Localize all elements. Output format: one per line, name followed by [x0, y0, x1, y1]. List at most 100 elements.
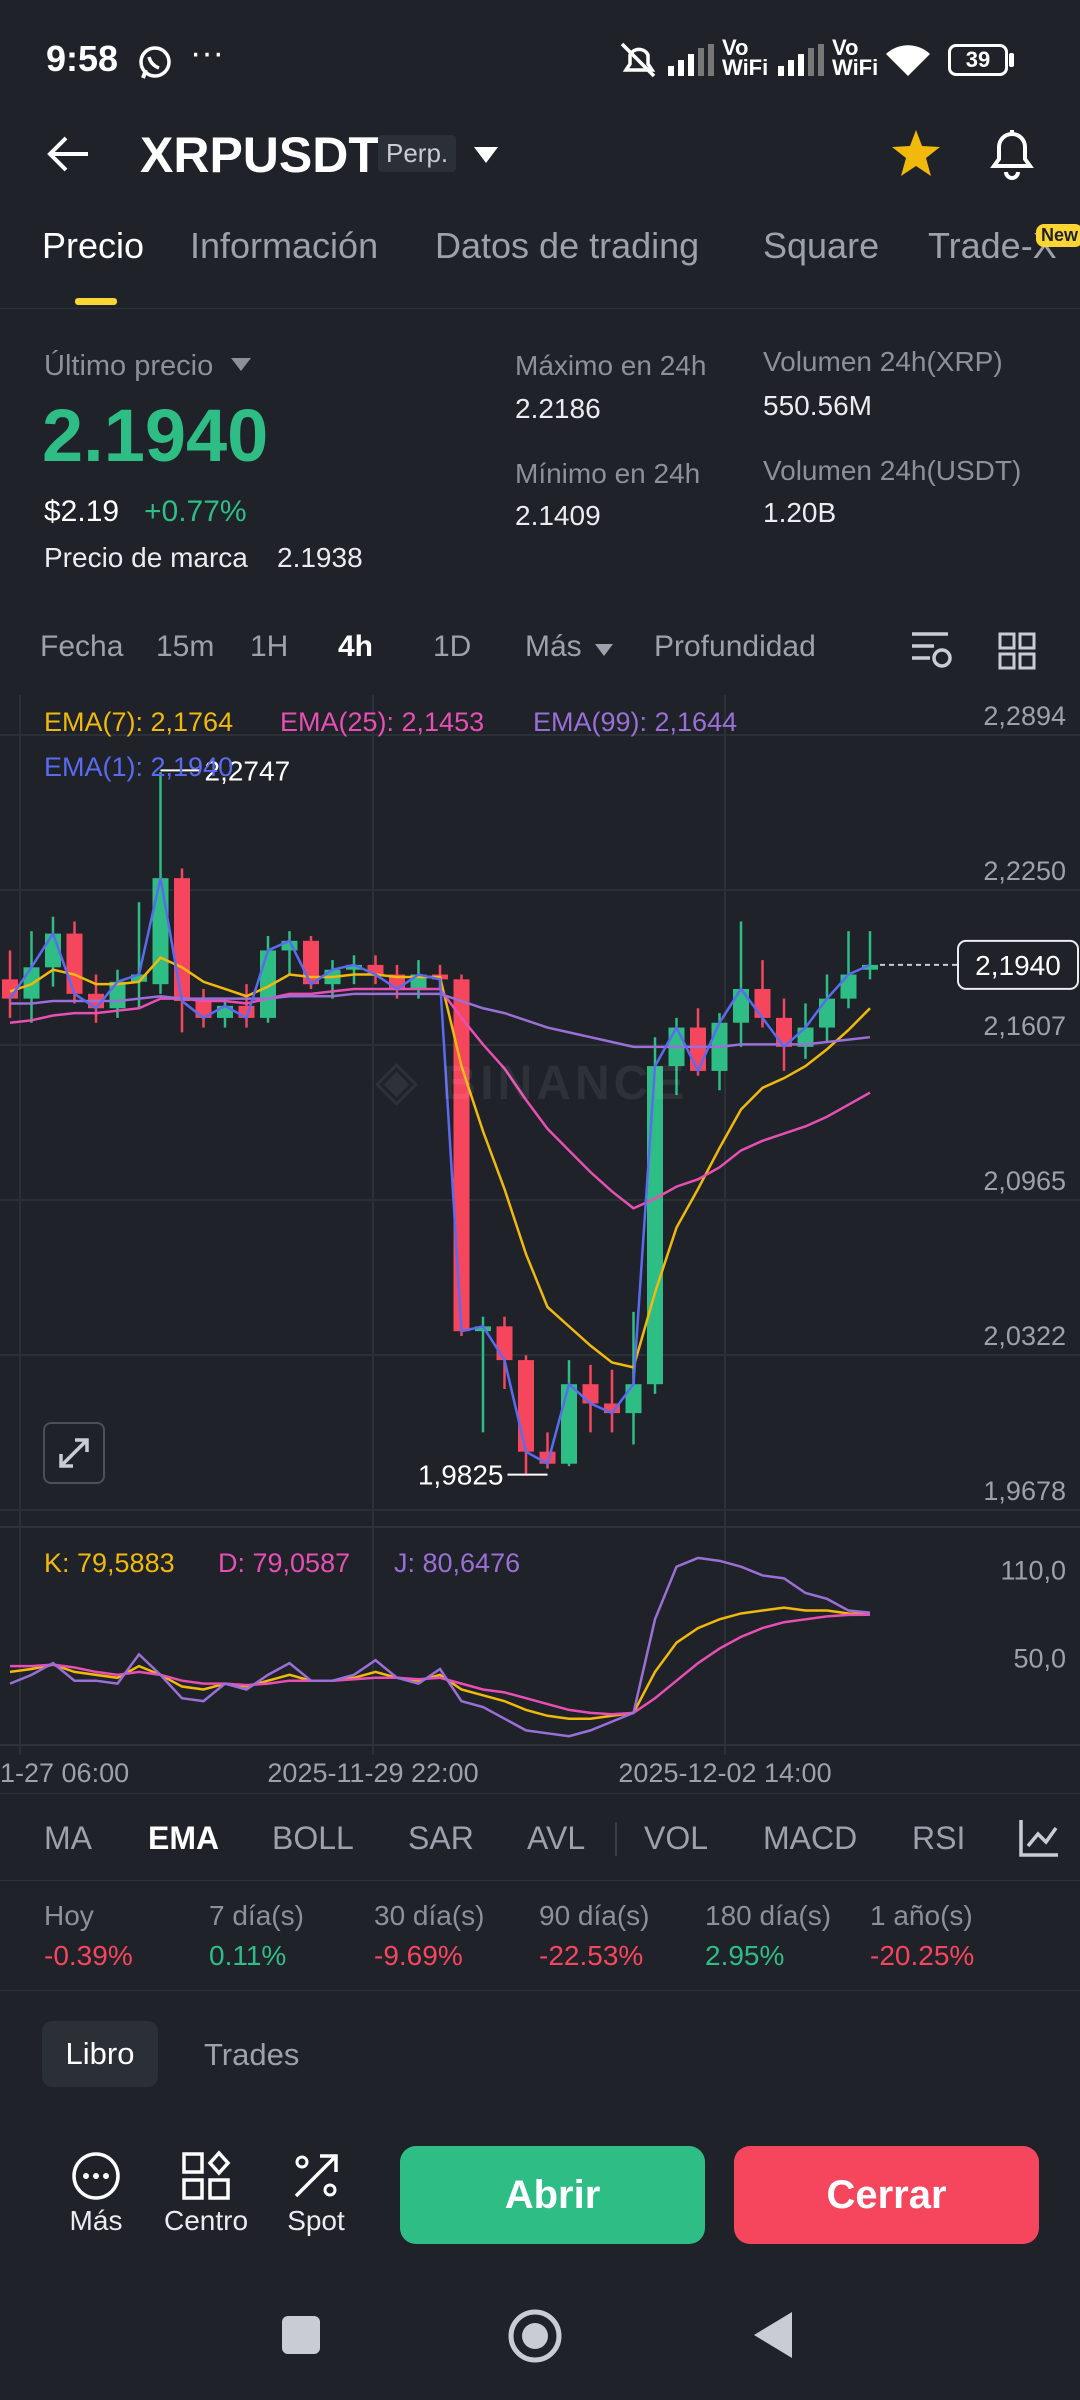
interval-more-chevron-icon[interactable] — [594, 643, 614, 657]
indicator-avl[interactable]: AVL — [527, 1820, 586, 1856]
kdj-line — [9, 1556, 871, 1738]
bell-icon[interactable] — [986, 126, 1038, 182]
candle-body — [109, 981, 126, 1009]
candle-body — [152, 878, 169, 985]
y-tick-label: 2,1607 — [983, 1011, 1066, 1041]
tab-datos-trading[interactable]: Datos de trading — [435, 225, 700, 266]
indicator-boll[interactable]: BOLL — [272, 1820, 354, 1856]
x-tick-label: 1-27 06:00 — [0, 1758, 129, 1788]
candle-body — [582, 1384, 599, 1404]
indicator-vol[interactable]: VOL — [644, 1820, 709, 1856]
last-price-label[interactable]: Último precio — [44, 350, 214, 382]
high-24h-value: 2.2186 — [515, 393, 601, 424]
indicator-rsi[interactable]: RSI — [912, 1820, 966, 1856]
last-price-value: 2.1940 — [42, 394, 269, 477]
mute-bell-icon — [620, 42, 656, 78]
perf-label-today: Hoy — [44, 1900, 94, 1931]
depth-tab[interactable]: Profundidad — [654, 630, 816, 663]
signal-icon-2 — [778, 44, 824, 76]
indicator-macd[interactable]: MACD — [763, 1820, 858, 1856]
candle-body — [453, 979, 470, 1332]
binance-watermark: ◈ BINANCE — [375, 1048, 689, 1111]
current-price-label: 2,1940 — [975, 950, 1061, 981]
candle-body — [346, 964, 362, 970]
chevron-down-icon[interactable] — [472, 145, 500, 165]
indicator-sar[interactable]: SAR — [408, 1820, 474, 1856]
symbol-title[interactable]: XRPUSDT — [140, 127, 379, 183]
y-tick-label: 2,0322 — [983, 1321, 1066, 1351]
center-icon[interactable] — [180, 2150, 232, 2202]
vowifi-label-1: Vo WiFi — [722, 35, 769, 80]
ema1-line — [8, 877, 871, 1466]
performance-divider — [0, 1990, 1080, 1991]
main-tabs: Precio Información Datos de trading Squa… — [0, 225, 1080, 310]
indicator-ema[interactable]: EMA — [148, 1820, 220, 1856]
new-badge: New — [1036, 224, 1080, 247]
candle-body — [561, 1384, 577, 1464]
nav-recents-button[interactable] — [282, 2316, 320, 2354]
last-price-dropdown-icon[interactable] — [230, 357, 252, 373]
tab-libro[interactable]: Libro — [42, 2021, 158, 2087]
back-arrow-icon[interactable] — [44, 132, 92, 176]
interval-fecha[interactable]: Fecha — [40, 630, 124, 663]
nav-home-button[interactable] — [507, 2308, 563, 2364]
spot-label[interactable]: Spot — [287, 2205, 345, 2236]
tab-trades[interactable]: Trades — [204, 2037, 300, 2072]
tab-informacion[interactable]: Información — [190, 225, 379, 266]
interval-4h[interactable]: 4h — [338, 630, 374, 663]
tab-square[interactable]: Square — [763, 225, 880, 266]
indicator-divider-bottom — [0, 1880, 1080, 1881]
perf-value-today: -0.39% — [44, 1940, 133, 1971]
perf-value-180d: 2.95% — [705, 1940, 785, 1971]
ema99-label: EMA(99): 2,1644 — [533, 707, 738, 737]
low-24h-label: Mínimo en 24h — [515, 458, 701, 489]
candle-body — [862, 964, 878, 970]
price-change: +0.77% — [144, 495, 247, 528]
candle-body — [131, 974, 147, 982]
battery-icon: 39 — [948, 44, 1008, 76]
candle-body — [604, 1403, 620, 1414]
status-bar: 9:58 ··· Vo WiFi Vo WiFi 39 — [0, 0, 1080, 120]
interval-more[interactable]: Más — [525, 630, 582, 663]
candle-body — [281, 940, 298, 951]
low-24h-value: 2.1409 — [515, 500, 601, 531]
tab-precio[interactable]: Precio — [42, 225, 145, 266]
more-menu-icon[interactable] — [70, 2150, 122, 2202]
candle-body — [367, 964, 384, 975]
kdj-d-label: D: 79,0587 — [218, 1548, 351, 1578]
chart-settings-icon[interactable] — [910, 630, 954, 670]
interval-15m[interactable]: 15m — [156, 630, 215, 663]
expand-icon — [59, 1438, 89, 1468]
open-button[interactable]: Abrir — [400, 2146, 705, 2244]
ema25-label: EMA(25): 2,1453 — [280, 707, 485, 737]
candle-body — [840, 974, 857, 999]
perf-value-30d: -9.69% — [374, 1940, 463, 1971]
center-label[interactable]: Centro — [163, 2205, 249, 2236]
high-annotation: 2,2747 — [205, 755, 291, 786]
interval-1h[interactable]: 1H — [250, 630, 289, 663]
ema1-label: EMA(1): 2,1940 — [44, 752, 234, 782]
ema7-label: EMA(7): 2,1764 — [44, 707, 234, 737]
status-time: 9:58 — [46, 38, 119, 79]
current-price-box — [957, 939, 1079, 990]
mark-price-value: 2.1938 — [277, 542, 363, 573]
more-menu-label[interactable]: Más — [69, 2205, 123, 2236]
indicator-ma[interactable]: MA — [44, 1820, 92, 1856]
nav-back-button[interactable] — [750, 2310, 794, 2360]
y-tick-label: 1,9678 — [983, 1476, 1066, 1506]
usd-price: $2.19 — [44, 495, 120, 528]
candle-body — [819, 998, 835, 1028]
kdj-j-label: J: 80,6476 — [394, 1548, 521, 1578]
favorite-star-icon[interactable] — [890, 128, 942, 178]
interval-1d[interactable]: 1D — [433, 630, 472, 663]
indicator-settings-icon[interactable] — [1018, 1818, 1060, 1858]
perf-value-90d: -22.53% — [539, 1940, 644, 1971]
price-chart[interactable]: 2,2894 2,2250 2,1607 2,0965 2,0322 1,9678 2,27… — [0, 695, 1080, 1795]
candle-body — [66, 933, 83, 994]
expand-chart-button[interactable] — [43, 1422, 105, 1484]
perf-label-30d: 30 día(s) — [374, 1900, 485, 1931]
spot-icon[interactable] — [290, 2150, 342, 2202]
close-button[interactable]: Cerrar — [734, 2146, 1039, 2244]
tab-trade-x[interactable]: Trade-X — [928, 225, 1057, 266]
layout-grid-icon[interactable] — [998, 632, 1036, 670]
